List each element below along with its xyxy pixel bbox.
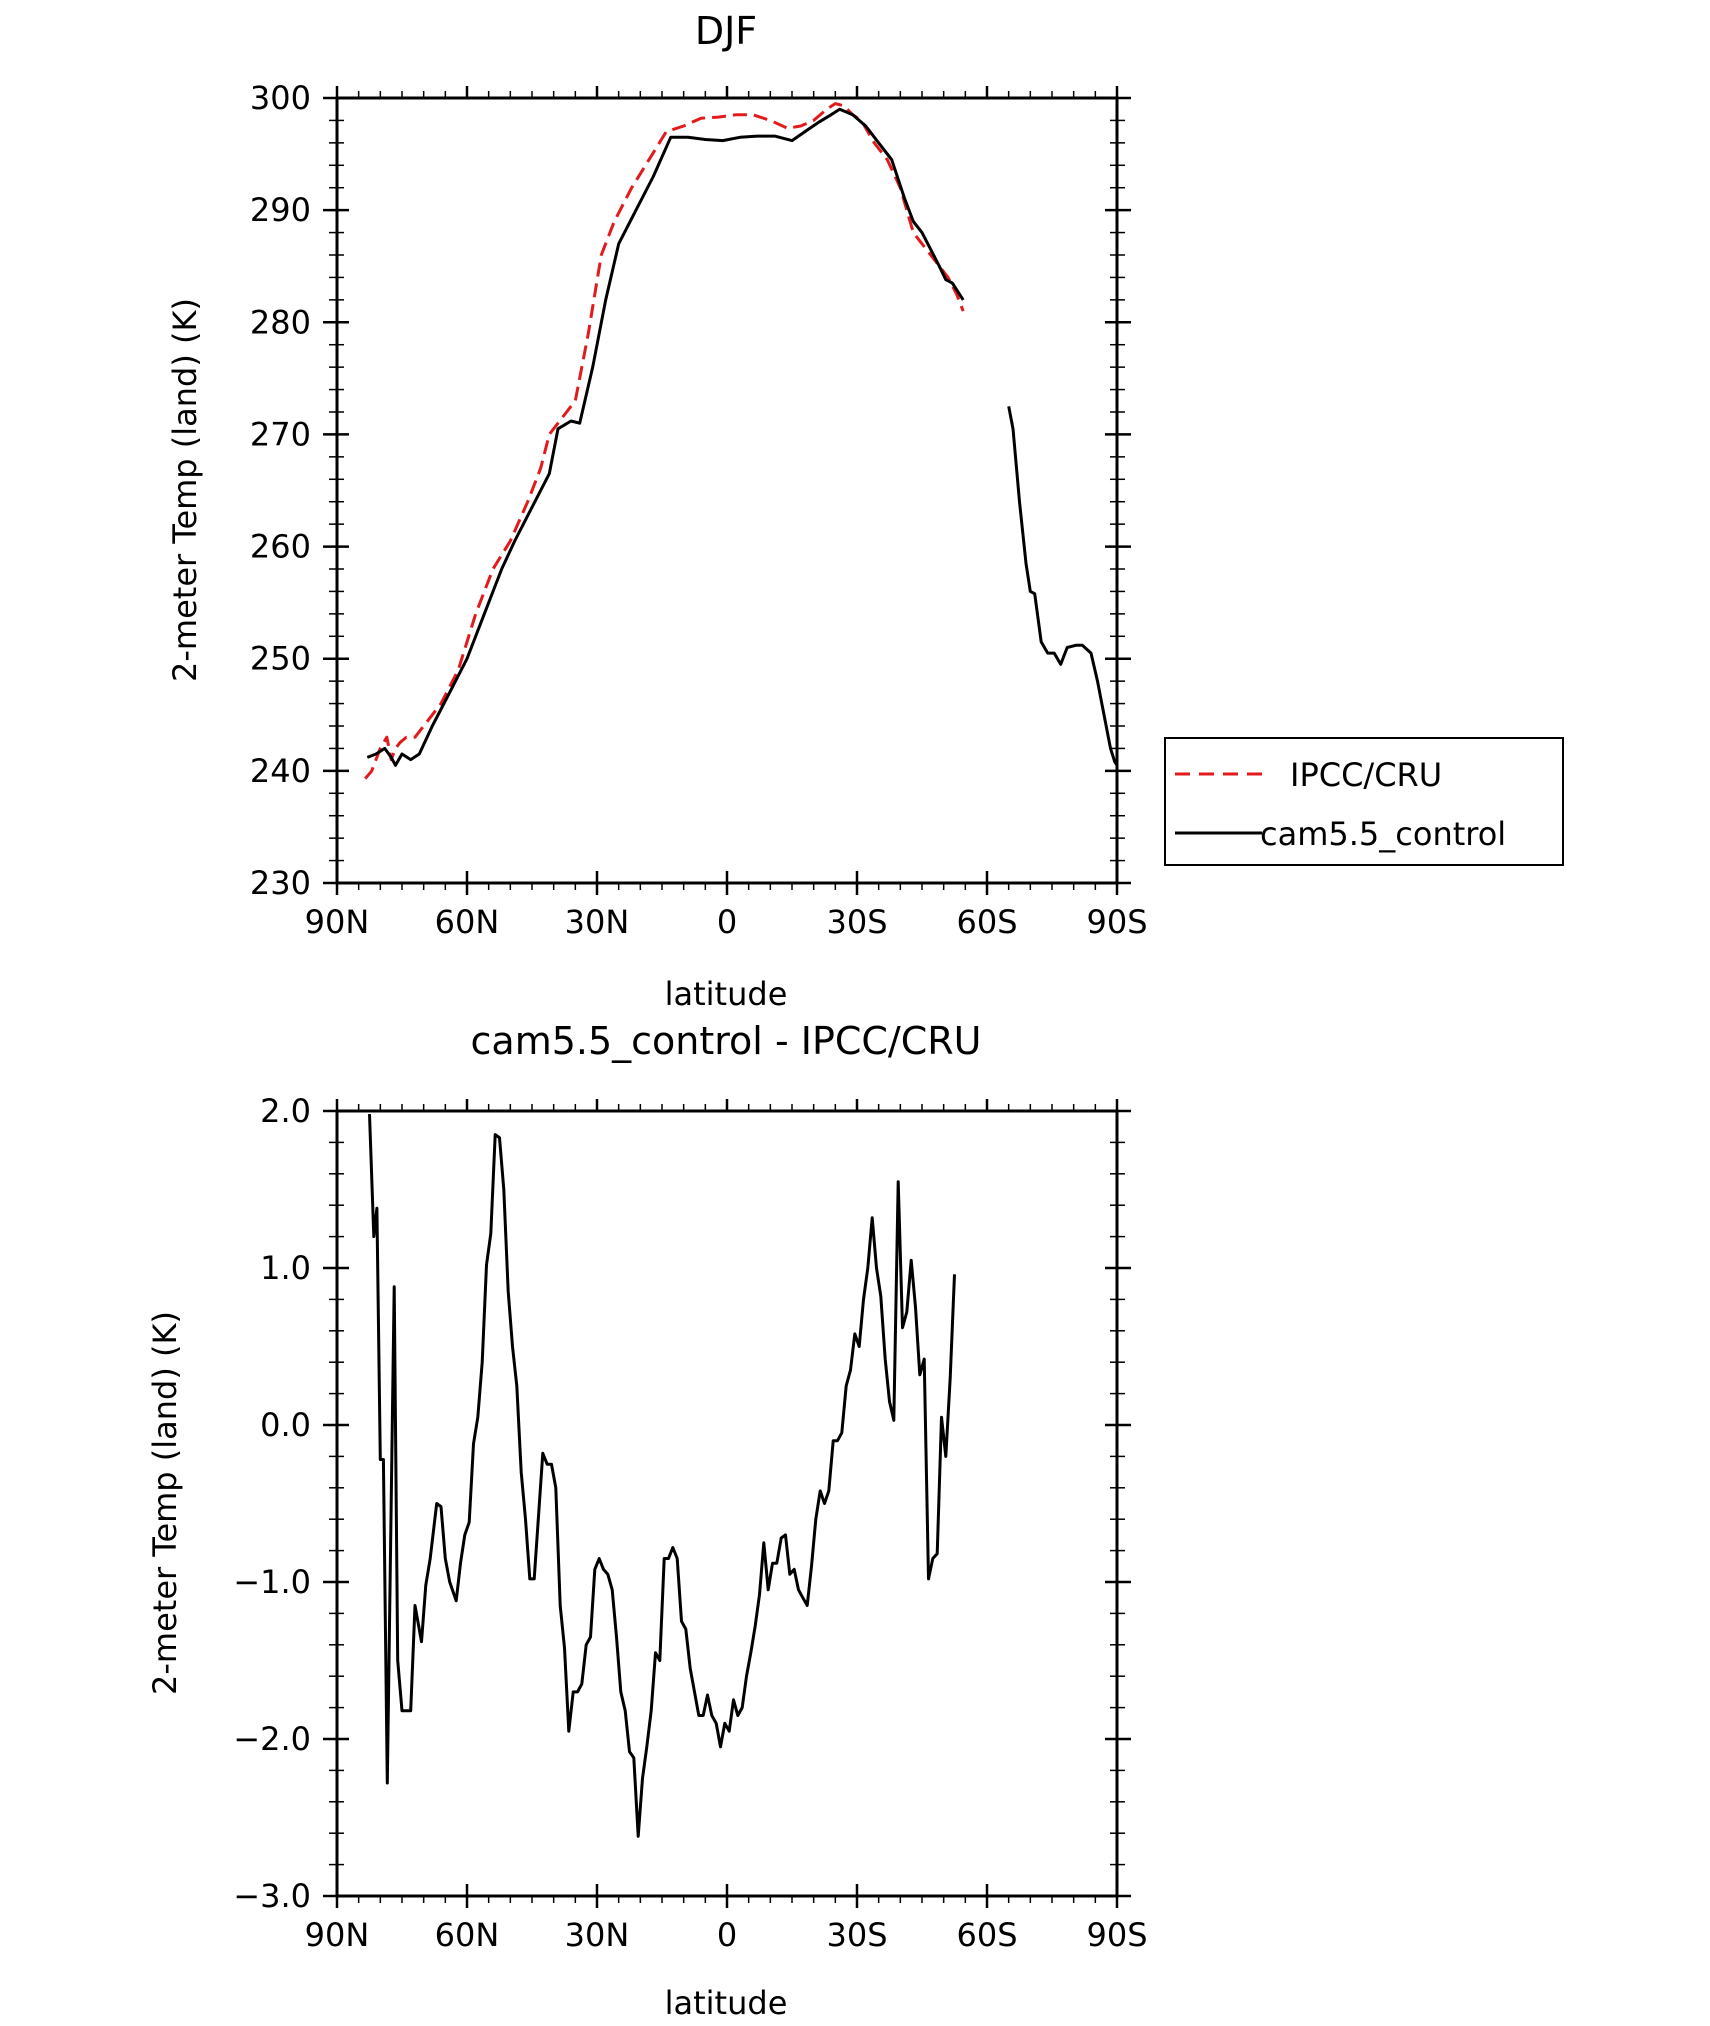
top-x-tick-label: 90S xyxy=(1086,903,1147,941)
bottom-x-tick-label: 30N xyxy=(565,1916,630,1954)
top-plot-frame xyxy=(335,96,1119,885)
top-y-ticks: 230 240 250 260 270 280 290 300 xyxy=(250,79,1131,902)
top-minor-ticks xyxy=(329,91,1125,890)
top-y-axis-label: 2-meter Temp (land) (K) xyxy=(166,298,204,682)
bottom-series-lines xyxy=(368,1114,956,1838)
top-y-tick-label: 290 xyxy=(250,191,311,229)
bottom-series-0-line xyxy=(368,1114,956,1838)
bottom-x-tick-label: 90S xyxy=(1086,1916,1147,1954)
top-series-lines xyxy=(364,102,1119,780)
top-x-tick-label: 30N xyxy=(565,903,630,941)
bottom-y-ticks: −3.0 −2.0 −1.0 0.0 1.0 2.0 xyxy=(233,1092,1131,1915)
bottom-y-tick-label: 0.0 xyxy=(260,1406,311,1444)
top-x-ticks: 90N 60N 30N 0 30S 60S 90S xyxy=(305,86,1148,941)
top-x-tick-label: 90N xyxy=(305,903,370,941)
bottom-panel: cam5.5_control - IPCC/CRU 90N 60N 30N 0 30S 6… xyxy=(146,1019,1148,2022)
top-y-tick-label: 240 xyxy=(250,752,311,790)
bottom-x-tick-label: 30S xyxy=(826,1916,887,1954)
bottom-y-axis-label: 2-meter Temp (land) (K) xyxy=(146,1311,184,1695)
bottom-chart-title: cam5.5_control - IPCC/CRU xyxy=(471,1019,982,1063)
bottom-x-ticks: 90N 60N 30N 0 30S 60S 90S xyxy=(305,1099,1148,1954)
top-chart-title: DJF xyxy=(695,9,757,53)
top-y-tick-label: 250 xyxy=(250,640,311,678)
top-panel: DJF 90N 60N 30N 0 30S 60S 90S 2302402502602702… xyxy=(166,9,1564,1013)
legend-box xyxy=(1164,737,1564,866)
legend-label-cam55-control: cam5.5_control xyxy=(1260,815,1506,853)
bottom-x-tick-label: 0 xyxy=(717,1916,737,1954)
bottom-y-tick-label: 1.0 xyxy=(260,1249,311,1287)
top-y-tick-label: 230 xyxy=(250,864,311,902)
top-y-tick-label: 280 xyxy=(250,303,311,341)
top-x-axis-label: latitude xyxy=(665,975,788,1013)
bottom-x-axis-label: latitude xyxy=(665,1984,788,2021)
bottom-x-tick-label: 60N xyxy=(435,1916,500,1954)
bottom-y-tick-label: −2.0 xyxy=(233,1720,311,1758)
bottom-plot-frame xyxy=(335,1109,1119,1898)
top-x-tick-label: 60S xyxy=(956,903,1017,941)
top-y-tick-label: 270 xyxy=(250,415,311,453)
bottom-y-tick-label: −3.0 xyxy=(233,1877,311,1915)
bottom-x-tick-label: 90N xyxy=(305,1916,370,1954)
top-x-tick-label: 60N xyxy=(435,903,500,941)
bottom-y-tick-label: 2.0 xyxy=(260,1092,311,1130)
bottom-x-tick-label: 60S xyxy=(956,1916,1017,1954)
legend-label-ipcc-cru: IPCC/CRU xyxy=(1290,756,1442,794)
bottom-y-tick-label: −1.0 xyxy=(233,1563,311,1601)
top-series-1-line-segment-2 xyxy=(1007,406,1119,767)
top-series-1-line xyxy=(366,107,965,767)
top-series-0-line xyxy=(364,102,965,780)
top-x-tick-label: 30S xyxy=(826,903,887,941)
top-y-tick-label: 260 xyxy=(250,528,311,566)
top-y-tick-label: 300 xyxy=(250,79,311,117)
legend: IPCC/CRU cam5.5_control xyxy=(1164,737,1564,866)
bottom-minor-ticks xyxy=(329,1104,1125,1903)
top-x-tick-label: 0 xyxy=(717,903,737,941)
